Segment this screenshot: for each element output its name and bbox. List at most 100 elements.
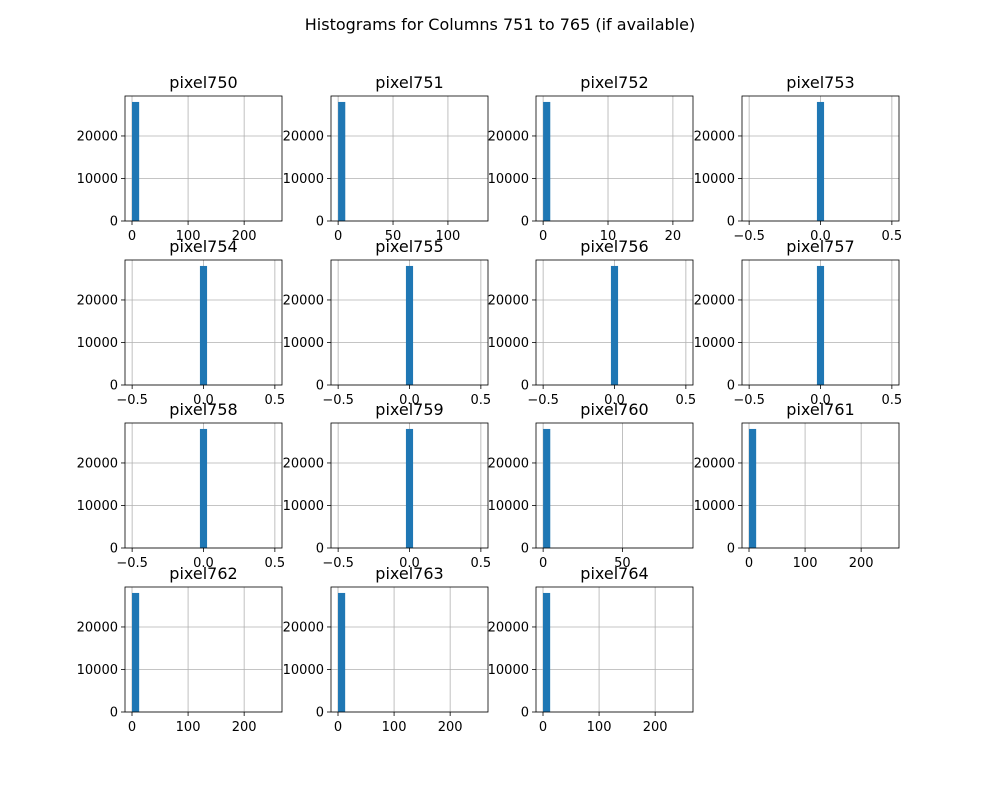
axes-frame: [330, 95, 489, 222]
y-tick-label: 10000: [488, 336, 529, 351]
x-tick-label: 0: [539, 720, 547, 735]
x-tick-label: 0.5: [882, 393, 903, 408]
histogram-bar: [816, 265, 825, 385]
panel-title: pixel760: [580, 400, 648, 419]
y-tick-label: 20000: [77, 129, 118, 144]
y-tick-label: 0: [521, 706, 529, 721]
histogram-bar: [816, 101, 825, 221]
axes-frame: [124, 586, 283, 713]
y-tick-label: 20000: [488, 129, 529, 144]
x-tick-label: 0.0: [604, 393, 625, 408]
x-tick-label: 100: [176, 720, 201, 735]
y-tick-label: 10000: [488, 663, 529, 678]
panel-pixel751: 0 50 100 0 10000 20000 pixel751: [283, 73, 489, 244]
histogram-bar: [132, 592, 140, 712]
y-tick-label: 20000: [488, 620, 529, 635]
panel-pixel756: −0.5 0.0 0.5 0 10000 20000 pixel756: [488, 237, 697, 408]
y-tick-label: 10000: [77, 499, 118, 514]
x-tick-label: 20: [665, 229, 682, 244]
x-tick-label: −0.5: [116, 556, 148, 571]
histogram-bar: [749, 428, 757, 548]
histogram-bar: [405, 265, 414, 385]
y-tick-label: 20000: [694, 293, 735, 308]
panel-pixel760: 0 50 0 10000 20000 pixel760: [488, 400, 694, 571]
panel-pixel758: −0.5 0.0 0.5 0 10000 20000 pixel758: [77, 400, 286, 571]
y-tick-label: 20000: [488, 456, 529, 471]
histogram-bar: [405, 428, 414, 548]
y-tick-label: 0: [316, 379, 324, 394]
y-tick-label: 10000: [694, 336, 735, 351]
x-tick-label: 0: [334, 720, 342, 735]
y-tick-label: 0: [316, 706, 324, 721]
y-tick-label: 10000: [488, 172, 529, 187]
x-tick-label: 0.5: [882, 229, 903, 244]
x-tick-label: 0: [128, 720, 136, 735]
x-tick-label: 0: [745, 556, 753, 571]
x-tick-label: −0.5: [733, 393, 765, 408]
panel-title: pixel755: [375, 237, 443, 256]
y-tick-label: 0: [110, 379, 118, 394]
x-tick-label: 0.5: [265, 393, 286, 408]
y-tick-label: 10000: [488, 499, 529, 514]
y-tick-label: 10000: [77, 336, 118, 351]
histogram-bar: [543, 428, 551, 548]
x-tick-label: 100: [176, 229, 201, 244]
y-tick-label: 20000: [77, 620, 118, 635]
x-tick-label: 100: [793, 556, 818, 571]
y-tick-label: 20000: [77, 293, 118, 308]
panel-pixel763: 0 100 200 0 10000 20000 pixel763: [283, 564, 489, 735]
panel-title: pixel750: [169, 73, 237, 92]
panel-pixel761: 0 100 200 0 10000 20000 pixel761: [694, 400, 900, 571]
y-tick-label: 0: [727, 379, 735, 394]
y-tick-label: 20000: [694, 129, 735, 144]
axes-frame: [535, 586, 694, 713]
x-tick-label: 100: [436, 229, 461, 244]
panel-pixel752: 0 10 20 0 10000 20000 pixel752: [488, 73, 694, 244]
y-tick-label: 0: [110, 706, 118, 721]
x-tick-label: 200: [849, 556, 874, 571]
x-tick-label: 200: [643, 720, 668, 735]
x-tick-label: 0.0: [193, 556, 214, 571]
y-tick-label: 0: [316, 542, 324, 557]
y-tick-label: 0: [110, 215, 118, 230]
panel-title: pixel759: [375, 400, 443, 419]
histogram-bar: [543, 592, 551, 712]
panel-title: pixel752: [580, 73, 648, 92]
y-tick-label: 20000: [488, 293, 529, 308]
histogram-bar: [199, 265, 208, 385]
x-tick-label: −0.5: [733, 229, 765, 244]
panel-title: pixel757: [786, 237, 854, 256]
y-tick-label: 20000: [283, 456, 324, 471]
x-tick-label: 0: [539, 229, 547, 244]
x-tick-label: −0.5: [527, 393, 559, 408]
y-tick-label: 0: [521, 542, 529, 557]
x-tick-label: 0: [539, 556, 547, 571]
panel-title: pixel764: [580, 564, 648, 583]
histogram-bar: [132, 101, 140, 221]
x-tick-label: 200: [232, 229, 257, 244]
x-tick-label: 0.0: [810, 229, 831, 244]
x-tick-label: −0.5: [322, 393, 354, 408]
axes-frame: [535, 422, 694, 549]
histogram-bar: [338, 592, 346, 712]
histogram-bar: [610, 265, 619, 385]
panel-pixel750: 0 100 200 0 10000 20000 pixel750: [77, 73, 283, 244]
panel-title: pixel763: [375, 564, 443, 583]
y-tick-label: 0: [521, 379, 529, 394]
histogram-bar: [543, 101, 551, 221]
axes-frame: [535, 95, 694, 222]
x-tick-label: 50: [614, 556, 631, 571]
y-tick-label: 0: [316, 215, 324, 230]
panel-pixel759: −0.5 0.0 0.5 0 10000 20000 pixel759: [283, 400, 492, 571]
panel-title: pixel756: [580, 237, 648, 256]
x-tick-label: −0.5: [322, 556, 354, 571]
panel-title: pixel753: [786, 73, 854, 92]
panel-title: pixel761: [786, 400, 854, 419]
panel-pixel755: −0.5 0.0 0.5 0 10000 20000 pixel755: [283, 237, 492, 408]
x-tick-label: −0.5: [116, 393, 148, 408]
y-tick-label: 10000: [77, 172, 118, 187]
y-tick-label: 20000: [77, 456, 118, 471]
panel-title: pixel751: [375, 73, 443, 92]
